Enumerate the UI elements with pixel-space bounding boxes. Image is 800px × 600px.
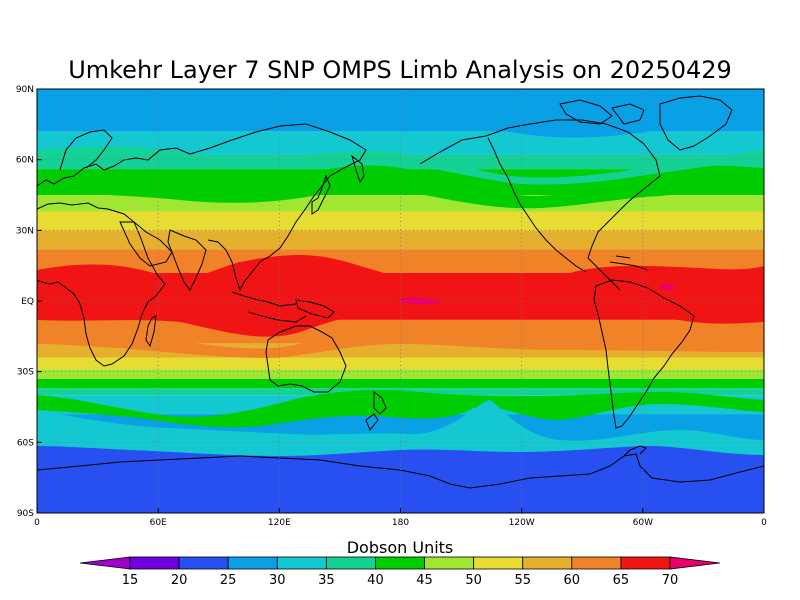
coastline-india bbox=[167, 229, 207, 291]
axis-ticks bbox=[36, 88, 765, 514]
longitude-labels: 0 60E 120E 180 120W 60W 0 bbox=[34, 518, 767, 528]
coastline-south-america bbox=[593, 279, 695, 429]
coastline-scandinavia bbox=[59, 129, 113, 171]
coastline-greenland bbox=[659, 95, 733, 151]
coastline-north-america bbox=[419, 119, 661, 291]
colorbar bbox=[79, 556, 721, 570]
coastline-new-guinea bbox=[295, 299, 335, 319]
colorbar-title: Dobson Units bbox=[347, 538, 454, 557]
max-ozone-patch-brazil bbox=[660, 284, 675, 290]
y-tick-label: 30S bbox=[17, 368, 34, 378]
coastlines bbox=[37, 95, 764, 489]
colorbar-box bbox=[424, 556, 475, 570]
colorbar-level-label: 45 bbox=[416, 573, 433, 588]
colorbar-box bbox=[473, 556, 524, 570]
y-tick-label: 60N bbox=[16, 156, 34, 166]
latitude-labels: 90N 60N 30N EQ 30S 60S 90S bbox=[16, 85, 34, 519]
colorbar-level-label: 65 bbox=[613, 573, 630, 588]
colorbar-level-label: 15 bbox=[122, 573, 139, 588]
x-tick-label: 120W bbox=[509, 518, 535, 528]
colorbar-box bbox=[178, 556, 229, 570]
coastline-asia bbox=[189, 123, 367, 292]
coastline-japan bbox=[311, 174, 331, 215]
colorbar-box bbox=[522, 556, 573, 570]
x-tick-label: 120E bbox=[268, 518, 291, 528]
colorbar-box bbox=[325, 556, 376, 570]
coastline-antarctica bbox=[37, 453, 764, 489]
contour-band-11 bbox=[37, 230, 764, 250]
colorbar-level-label: 50 bbox=[465, 573, 482, 588]
x-tick-label: 60E bbox=[150, 518, 167, 528]
y-tick-label: 90S bbox=[17, 509, 34, 519]
x-tick-label: 60W bbox=[633, 518, 653, 528]
coastline-caribbean bbox=[609, 255, 649, 271]
map-title: Umkehr Layer 7 SNP OMPS Limb Analysis on… bbox=[68, 56, 732, 84]
contour-band-10 bbox=[37, 249, 764, 273]
y-tick-label: 30N bbox=[16, 226, 34, 236]
colorbar-box bbox=[571, 556, 622, 570]
contour-band-6 bbox=[37, 357, 764, 370]
colorbar-labels: 15 20 25 30 35 40 45 50 55 60 65 70 bbox=[122, 573, 679, 588]
coastline-new-zealand bbox=[365, 391, 387, 431]
coastline-australia bbox=[265, 325, 347, 393]
colorbar-level-label: 70 bbox=[662, 573, 679, 588]
colorbar-box bbox=[276, 556, 327, 570]
colorbar-level-label: 60 bbox=[564, 573, 581, 588]
coastline-madagascar bbox=[145, 315, 157, 348]
colorbar-box bbox=[129, 556, 180, 570]
x-tick-label: 0 bbox=[761, 518, 767, 528]
x-tick-label: 0 bbox=[34, 518, 40, 528]
coastline-europe bbox=[37, 147, 191, 187]
coastline-na-west-coast bbox=[487, 137, 587, 273]
lat-lon-grid bbox=[37, 89, 764, 513]
colorbar-level-label: 25 bbox=[220, 573, 237, 588]
coastline-arctic-islands bbox=[559, 99, 645, 125]
colorbar-high-triangle bbox=[669, 556, 721, 570]
x-tick-label: 180 bbox=[392, 518, 409, 528]
coastline-antarctic-peninsula bbox=[623, 445, 647, 457]
colorbar-box bbox=[375, 556, 425, 570]
colorbar-low-triangle bbox=[79, 556, 131, 570]
coastline-africa bbox=[37, 202, 166, 367]
coastline-maritime bbox=[231, 291, 307, 323]
coastline-kamchatka bbox=[351, 154, 365, 184]
colorbar-level-label: 35 bbox=[318, 573, 335, 588]
contour-band-5 bbox=[37, 369, 764, 379]
colorbar-level-label: 40 bbox=[367, 573, 384, 588]
colorbar-level-label: 55 bbox=[514, 573, 531, 588]
colorbar-box bbox=[620, 556, 671, 570]
ozone-field bbox=[37, 89, 764, 513]
y-tick-label: 90N bbox=[16, 85, 34, 95]
max-ozone-patch-pacific bbox=[398, 297, 441, 304]
contour-band-4 bbox=[37, 378, 764, 389]
colorbar-level-label: 20 bbox=[171, 573, 188, 588]
coastline-arabia bbox=[119, 221, 173, 267]
contour-band-12 bbox=[37, 211, 764, 231]
y-tick-label: EQ bbox=[21, 297, 34, 307]
colorbar-level-label: 30 bbox=[269, 573, 286, 588]
colorbar-box bbox=[227, 556, 278, 570]
y-tick-label: 60S bbox=[17, 438, 34, 448]
